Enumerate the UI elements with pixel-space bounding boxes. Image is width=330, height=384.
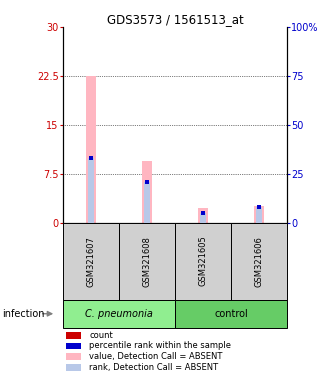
Text: infection: infection — [2, 309, 44, 319]
Text: control: control — [214, 309, 248, 319]
Bar — [88, 158, 94, 223]
Bar — [254, 206, 264, 223]
Text: value, Detection Call = ABSENT: value, Detection Call = ABSENT — [89, 352, 222, 361]
Bar — [63, 223, 119, 300]
Bar — [142, 161, 152, 223]
Bar — [198, 209, 208, 223]
Bar — [175, 223, 231, 300]
Text: rank, Detection Call = ABSENT: rank, Detection Call = ABSENT — [89, 363, 218, 372]
Text: C. pneumonia: C. pneumonia — [85, 309, 153, 319]
Text: count: count — [89, 331, 113, 340]
Text: GSM321606: GSM321606 — [254, 236, 264, 286]
Title: GDS3573 / 1561513_at: GDS3573 / 1561513_at — [107, 13, 243, 26]
Text: percentile rank within the sample: percentile rank within the sample — [89, 341, 231, 351]
Text: GSM321605: GSM321605 — [198, 236, 208, 286]
Text: GSM321608: GSM321608 — [142, 236, 151, 286]
Bar — [175, 300, 287, 328]
Bar — [86, 76, 96, 223]
Bar — [200, 213, 206, 223]
Bar — [119, 223, 175, 300]
Bar — [63, 300, 175, 328]
Bar — [256, 207, 262, 223]
Bar — [231, 223, 287, 300]
Text: GSM321607: GSM321607 — [86, 236, 95, 286]
Bar — [144, 182, 150, 223]
